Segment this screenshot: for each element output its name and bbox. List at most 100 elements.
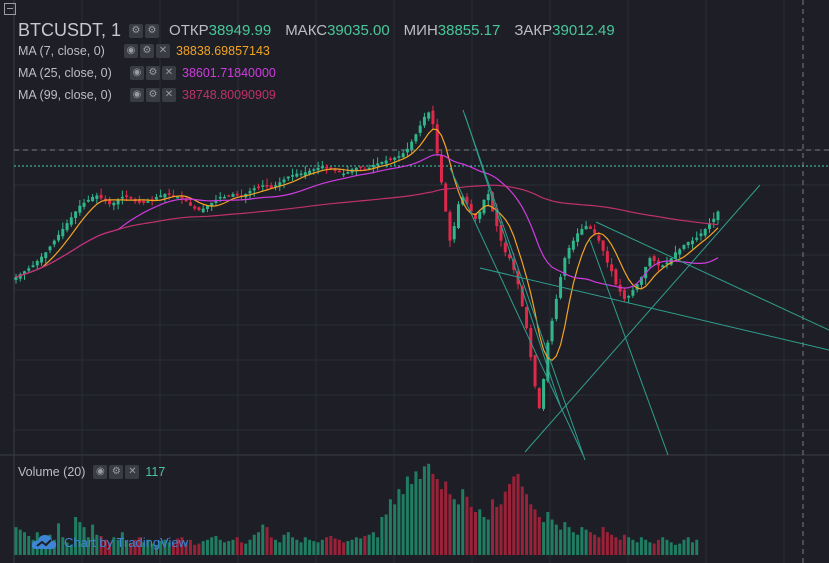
volume-bar: [295, 539, 299, 555]
candle-body: [299, 173, 303, 176]
candle-body: [461, 196, 465, 205]
candle-body: [376, 163, 380, 166]
close-icon[interactable]: ✕: [125, 465, 140, 479]
ma25-label[interactable]: MA (25, close, 0): [18, 66, 112, 80]
collapse-legend-icon[interactable]: [4, 3, 16, 15]
candle-body: [682, 245, 686, 249]
ma7-line: [15, 128, 719, 362]
volume-label[interactable]: Volume (20): [18, 465, 86, 479]
volume-bar: [278, 542, 282, 555]
candle-body: [580, 229, 584, 235]
volume-bar: [554, 524, 558, 555]
settings-icon[interactable]: ⚙: [140, 44, 154, 58]
volume-bar: [533, 509, 537, 555]
candle-body: [193, 206, 197, 209]
volume-bar: [550, 519, 554, 555]
candle-body: [673, 252, 677, 260]
candle-body: [405, 148, 409, 153]
volume-bar: [367, 534, 371, 555]
candle-body: [678, 249, 682, 255]
eye-icon[interactable]: ◉: [93, 465, 108, 479]
volume-bar: [593, 534, 597, 555]
volume-bar: [673, 544, 677, 555]
volume-bar: [133, 539, 137, 555]
eye-icon[interactable]: ◉: [130, 66, 144, 80]
candle-body: [18, 274, 22, 279]
volume-bar: [448, 494, 452, 555]
close-icon[interactable]: ✕: [162, 88, 176, 102]
volume-bar: [163, 539, 167, 555]
candle-body: [422, 116, 426, 126]
volume-bar: [44, 543, 48, 555]
volume-bar: [678, 543, 682, 555]
volume-bar: [299, 542, 303, 555]
candle-body: [308, 170, 312, 175]
volume-bar: [410, 484, 414, 555]
candle-body: [265, 185, 269, 187]
settings-icon[interactable]: ⚙: [146, 88, 160, 102]
candle-body: [222, 196, 226, 199]
symbol-row: BTCUSDT, 1 ⚙ ⚙ ОТКР 38949.99 МАКС 39035.…: [18, 20, 615, 41]
candle-body: [546, 342, 550, 381]
candle-body: [108, 199, 112, 205]
volume-bar: [635, 542, 639, 555]
volume-bar: [546, 511, 550, 555]
symbol-title[interactable]: BTCUSDT, 1: [18, 20, 122, 40]
trendline: [479, 267, 829, 351]
trendline: [595, 221, 829, 331]
trendline: [589, 239, 669, 456]
candle-body: [125, 195, 129, 197]
settings-icon[interactable]: ⚙: [129, 23, 144, 38]
cloud-logo-icon: [31, 535, 57, 549]
volume-bar: [235, 537, 239, 555]
low-value: 38855.17: [437, 22, 501, 39]
volume-bar: [125, 541, 129, 555]
candle-body: [159, 195, 163, 197]
volume-buttons: ◉ ⚙ ✕: [93, 465, 140, 479]
ma7-label[interactable]: MA (7, close, 0): [18, 44, 105, 58]
volume-bar: [146, 539, 150, 555]
candle-body: [397, 156, 401, 158]
candle-body: [27, 268, 31, 271]
candle-body: [146, 201, 150, 203]
volume-bar: [312, 541, 316, 555]
volume-bar: [491, 499, 494, 555]
volume-bar: [231, 539, 235, 555]
settings-icon[interactable]: ⚙: [146, 66, 160, 80]
volume-bar: [520, 486, 524, 555]
low-label: МИН: [403, 22, 438, 39]
volume-bar: [567, 527, 571, 555]
candle-body: [427, 112, 431, 119]
tradingview-watermark[interactable]: Chart by TradingView: [30, 532, 188, 552]
close-icon[interactable]: ✕: [162, 66, 176, 80]
volume-bar: [588, 532, 592, 555]
candle-body: [278, 182, 282, 186]
close-icon[interactable]: ✕: [156, 44, 170, 58]
candle-body: [474, 213, 477, 219]
volume-bar: [648, 542, 652, 555]
candle-body: [248, 191, 252, 194]
settings-icon[interactable]: ⚙: [109, 465, 124, 479]
candle-body: [291, 175, 295, 177]
ma99-label[interactable]: MA (99, close, 0): [18, 88, 112, 102]
candle-body: [690, 240, 694, 245]
candle-body: [23, 271, 26, 275]
volume-bar: [154, 544, 158, 555]
candle-body: [444, 183, 448, 212]
candle-body: [180, 196, 184, 199]
volume-bar: [99, 536, 103, 555]
volume-bar: [478, 509, 482, 555]
eye-icon[interactable]: ◉: [130, 88, 144, 102]
volume-bar: [244, 543, 248, 555]
volume-bar: [86, 537, 90, 555]
settings-icon-2[interactable]: ⚙: [145, 23, 160, 38]
volume-bar: [380, 517, 384, 555]
candle-body: [618, 284, 622, 292]
volume-bar: [474, 511, 477, 555]
high-label: МАКС: [285, 22, 328, 39]
candle-body: [588, 226, 592, 229]
eye-icon[interactable]: ◉: [124, 44, 138, 58]
volume-bar: [57, 523, 61, 555]
volume-bar: [95, 534, 99, 555]
volume-bar: [686, 537, 690, 555]
